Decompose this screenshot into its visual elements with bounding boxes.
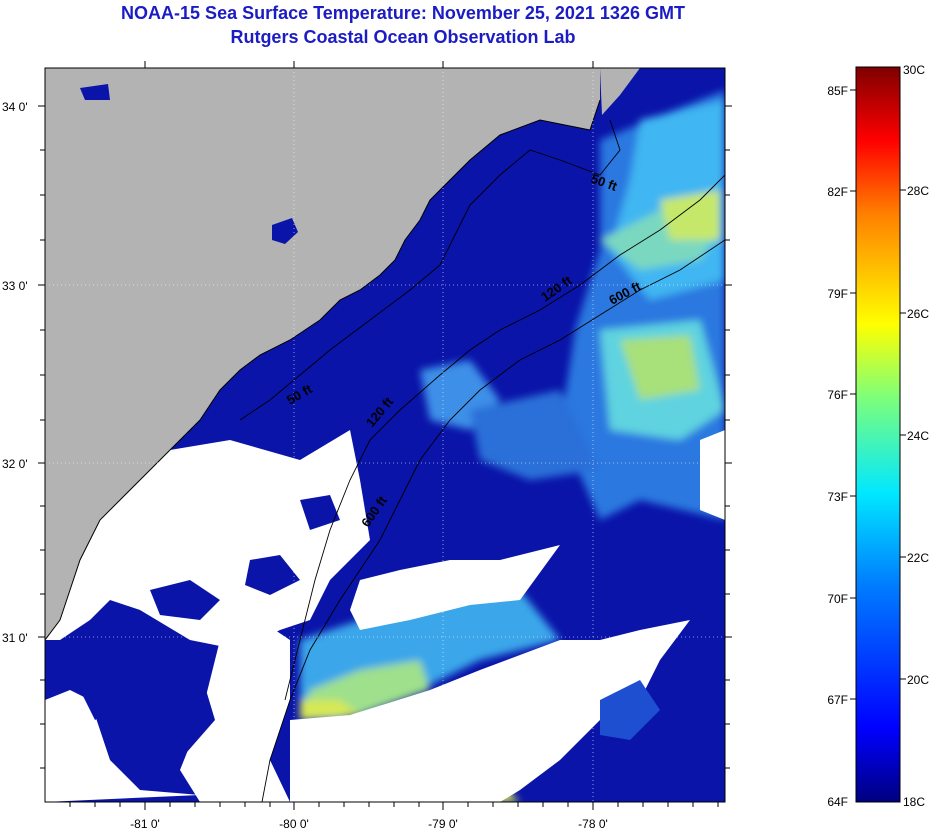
colorbar-f-label: 82F [827,185,848,199]
lon-label: -81 0' [130,817,160,831]
colorbar-f-label: 70F [827,592,848,606]
map-title: NOAA-15 Sea Surface Temperature: Novembe… [121,3,685,23]
colorbar-f-label: 64F [827,795,848,809]
lon-label: -78 0' [578,817,608,831]
colorbar-f-label: 67F [827,693,848,707]
colorbar-c-label: 24C [907,429,929,443]
lat-label: 31 0' [2,631,28,645]
longitude-axis [69,61,719,810]
map-subtitle: Rutgers Coastal Ocean Observation Lab [230,27,576,47]
colorbar-f-label: 79F [827,287,848,301]
temperature-colorbar: 85F 82F 79F 76F 73F 70F 67F 64F 30C 28C … [827,63,929,809]
contour-120ft [284,174,725,701]
lat-label: 32 0' [2,457,28,471]
lon-label: -80 0' [279,817,309,831]
inland-lake-2 [80,84,110,100]
bathymetry-contours [239,119,725,802]
land-right-corner [600,68,640,115]
lat-label: 33 0' [2,279,28,293]
colorbar-c-label: 18C [903,795,925,809]
map-plot-area: 50 ft 50 ft 120 ft 120 ft 600 ft 600 ft [45,68,725,802]
colorbar-gradient [855,66,901,803]
cloud-gap-water [80,495,660,760]
latitude-axis [38,105,732,769]
colorbar-c-label: 28C [907,184,929,198]
map-frame [44,67,726,803]
inland-lake [272,218,298,244]
colorbar-c-label: 20C [907,673,929,687]
colorbar-f-label: 76F [827,388,848,402]
lon-label: -79 0' [428,817,458,831]
colorbar-c-label: 22C [907,551,929,565]
land-mass [45,68,600,640]
contour-600ft [261,239,725,802]
gulf-stream-warm-water [420,90,725,520]
lat-label: 34 0' [2,100,28,114]
colorbar-f-label: 85F [827,84,848,98]
colorbar-f-label: 73F [827,490,848,504]
colorbar-c-label: 30C [903,63,925,77]
contour-50ft [239,119,621,421]
colorbar-c-label: 26C [907,307,929,321]
graticule [45,68,725,802]
coastline [45,99,601,641]
